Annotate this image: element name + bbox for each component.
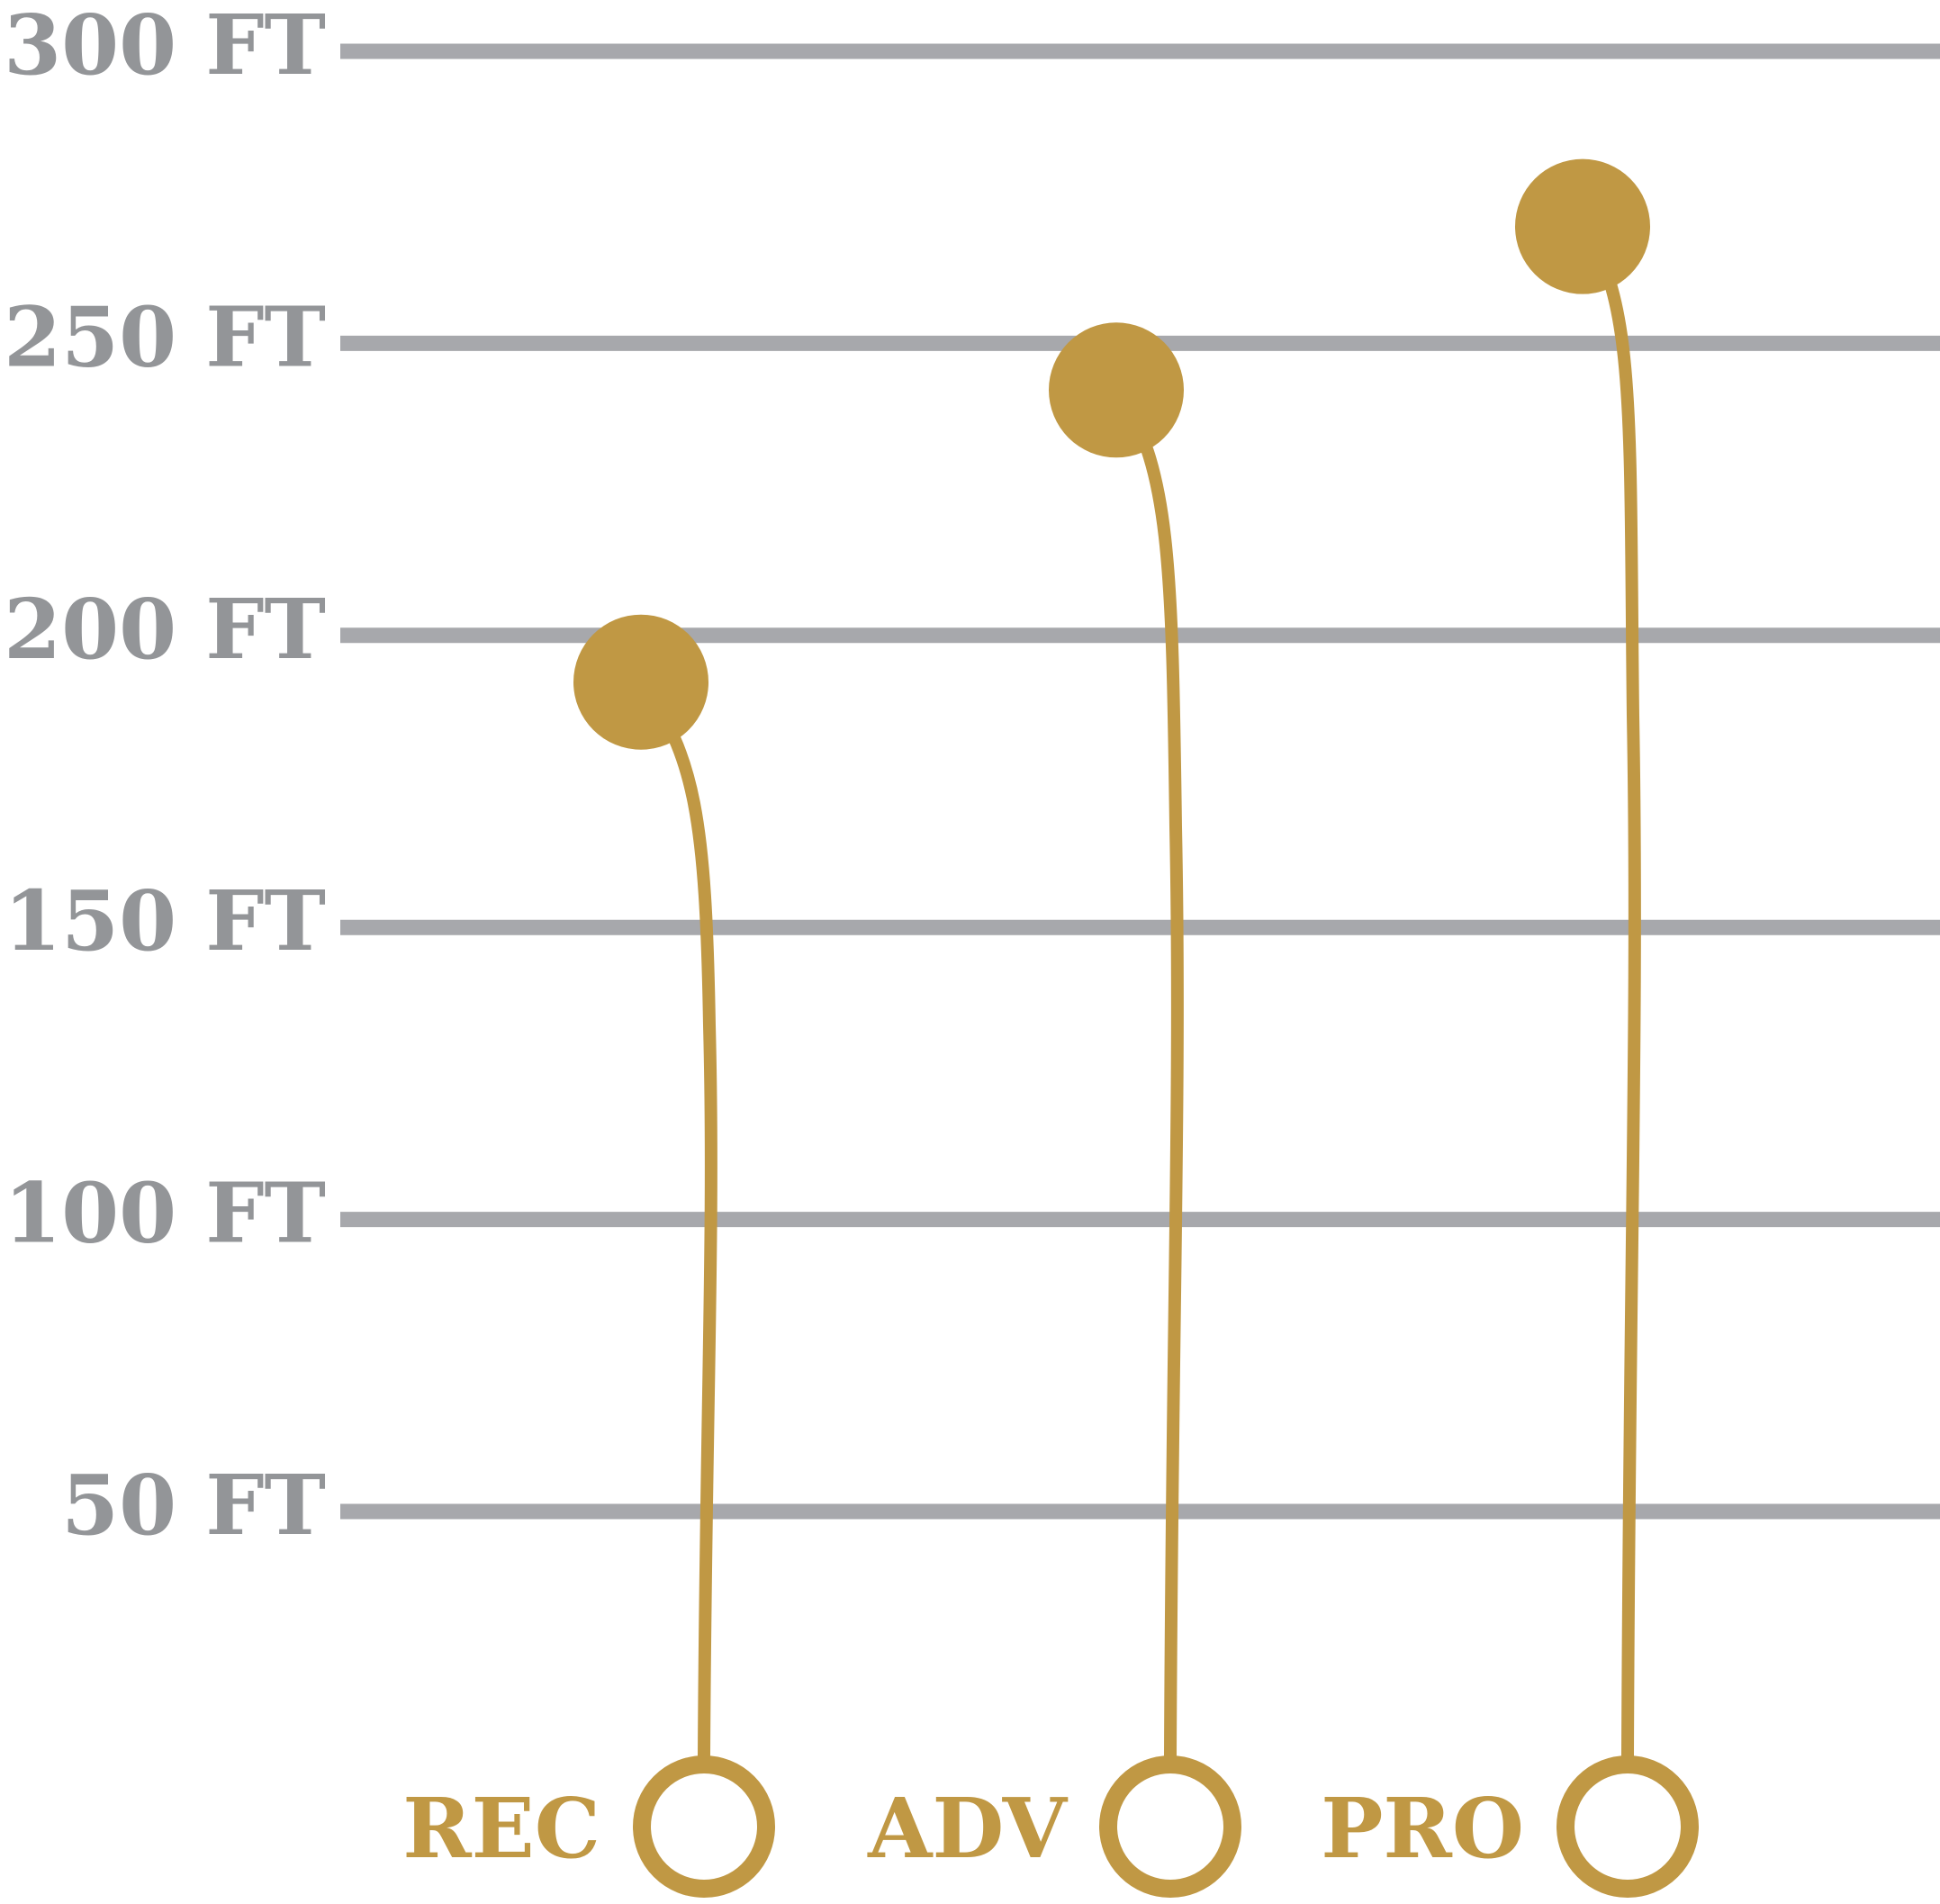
- y-tick-label-200: 200 FT: [4, 581, 326, 678]
- stem-pro: [1576, 220, 1641, 1762]
- base-rings: [633, 1755, 1699, 1898]
- y-tick-label-300: 300 FT: [4, 0, 326, 94]
- y-tick-label-250: 250 FT: [4, 288, 326, 385]
- category-labels: REC ADV PRO: [402, 1780, 1524, 1877]
- base-ring-rec: [633, 1755, 775, 1898]
- stem-rec: [635, 675, 717, 1762]
- y-tick-label-100: 100 FT: [4, 1165, 326, 1262]
- grid-lines: [340, 43, 1940, 1520]
- value-dot-pro: [1515, 158, 1650, 294]
- value-dot-adv: [1049, 322, 1184, 458]
- category-label-adv: ADV: [867, 1780, 1069, 1877]
- category-label-pro: PRO: [1321, 1780, 1524, 1877]
- stem-adv: [1110, 384, 1184, 1762]
- stems: [635, 220, 1641, 1762]
- value-dot-rec: [573, 614, 708, 750]
- value-dots: [573, 158, 1650, 750]
- base-ring-pro: [1557, 1755, 1699, 1898]
- category-label-rec: REC: [402, 1780, 600, 1877]
- y-axis-tick-labels: 50 FT 100 FT 150 FT 200 FT 250 FT 300 FT: [4, 0, 326, 1554]
- y-tick-label-50: 50 FT: [61, 1457, 326, 1554]
- base-ring-adv: [1099, 1755, 1241, 1898]
- y-tick-label-150: 150 FT: [4, 872, 326, 970]
